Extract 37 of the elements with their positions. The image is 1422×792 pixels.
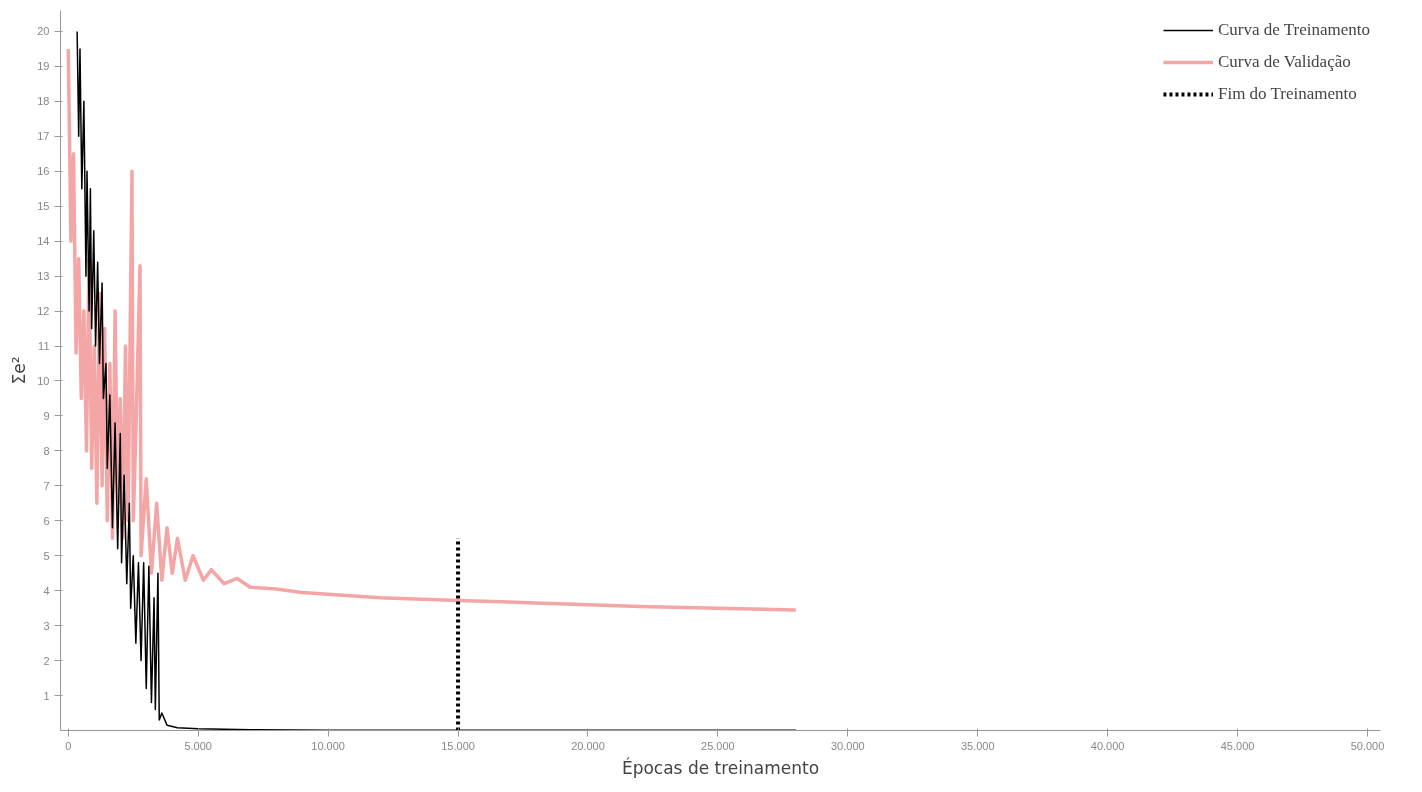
y-tick-label: 11 [38,340,50,353]
y-tick-label: 18 [37,95,50,108]
legend-label: Curva de Validação [1217,52,1351,72]
x-tick-label: 35.000 [960,739,995,752]
y-tick-label: 14 [37,235,50,248]
y-tick-label: 10 [37,374,50,387]
y-tick-label: 5 [43,549,50,562]
x-axis-title: Épocas de treinamento [621,756,820,778]
legend-label: Curva de Treinamento [1217,20,1370,40]
y-tick-label: 13 [37,270,50,283]
x-tick-label: 30.000 [831,739,865,752]
x-tick-label: 10.000 [311,739,345,752]
y-tick-label: 15 [37,200,50,213]
y-tick-label: 6 [43,514,50,527]
y-tick-label: 2 [43,654,50,667]
x-tick-label: 20.000 [571,739,605,752]
y-tick-label: 1 [43,689,50,702]
y-tick-label: 3 [43,619,50,632]
x-tick-label: 25.000 [701,739,735,752]
x-tick-label: 40.000 [1090,739,1125,752]
x-tick-label: 15.000 [441,739,475,752]
y-tick-label: 17 [37,130,50,143]
y-tick-label: 4 [43,584,50,597]
line-series [76,30,797,731]
y-tick-label: 8 [43,444,50,457]
y-tick-label: 12 [37,305,50,318]
y-tick-label: 19 [37,60,50,73]
y-axis-title: Σe² [9,356,30,385]
y-tick-label: 20 [37,25,50,38]
x-tick-label: 5.000 [184,739,212,752]
y-tick-label: 7 [43,479,50,492]
x-tick-label: 0 [65,739,72,752]
x-tick-label: 50.000 [1350,739,1385,752]
y-tick-label: 16 [37,165,50,178]
legend-label: Fim do Treinamento [1217,84,1357,104]
x-tick-label: 45.000 [1220,739,1255,752]
y-tick-label: 9 [43,409,50,422]
